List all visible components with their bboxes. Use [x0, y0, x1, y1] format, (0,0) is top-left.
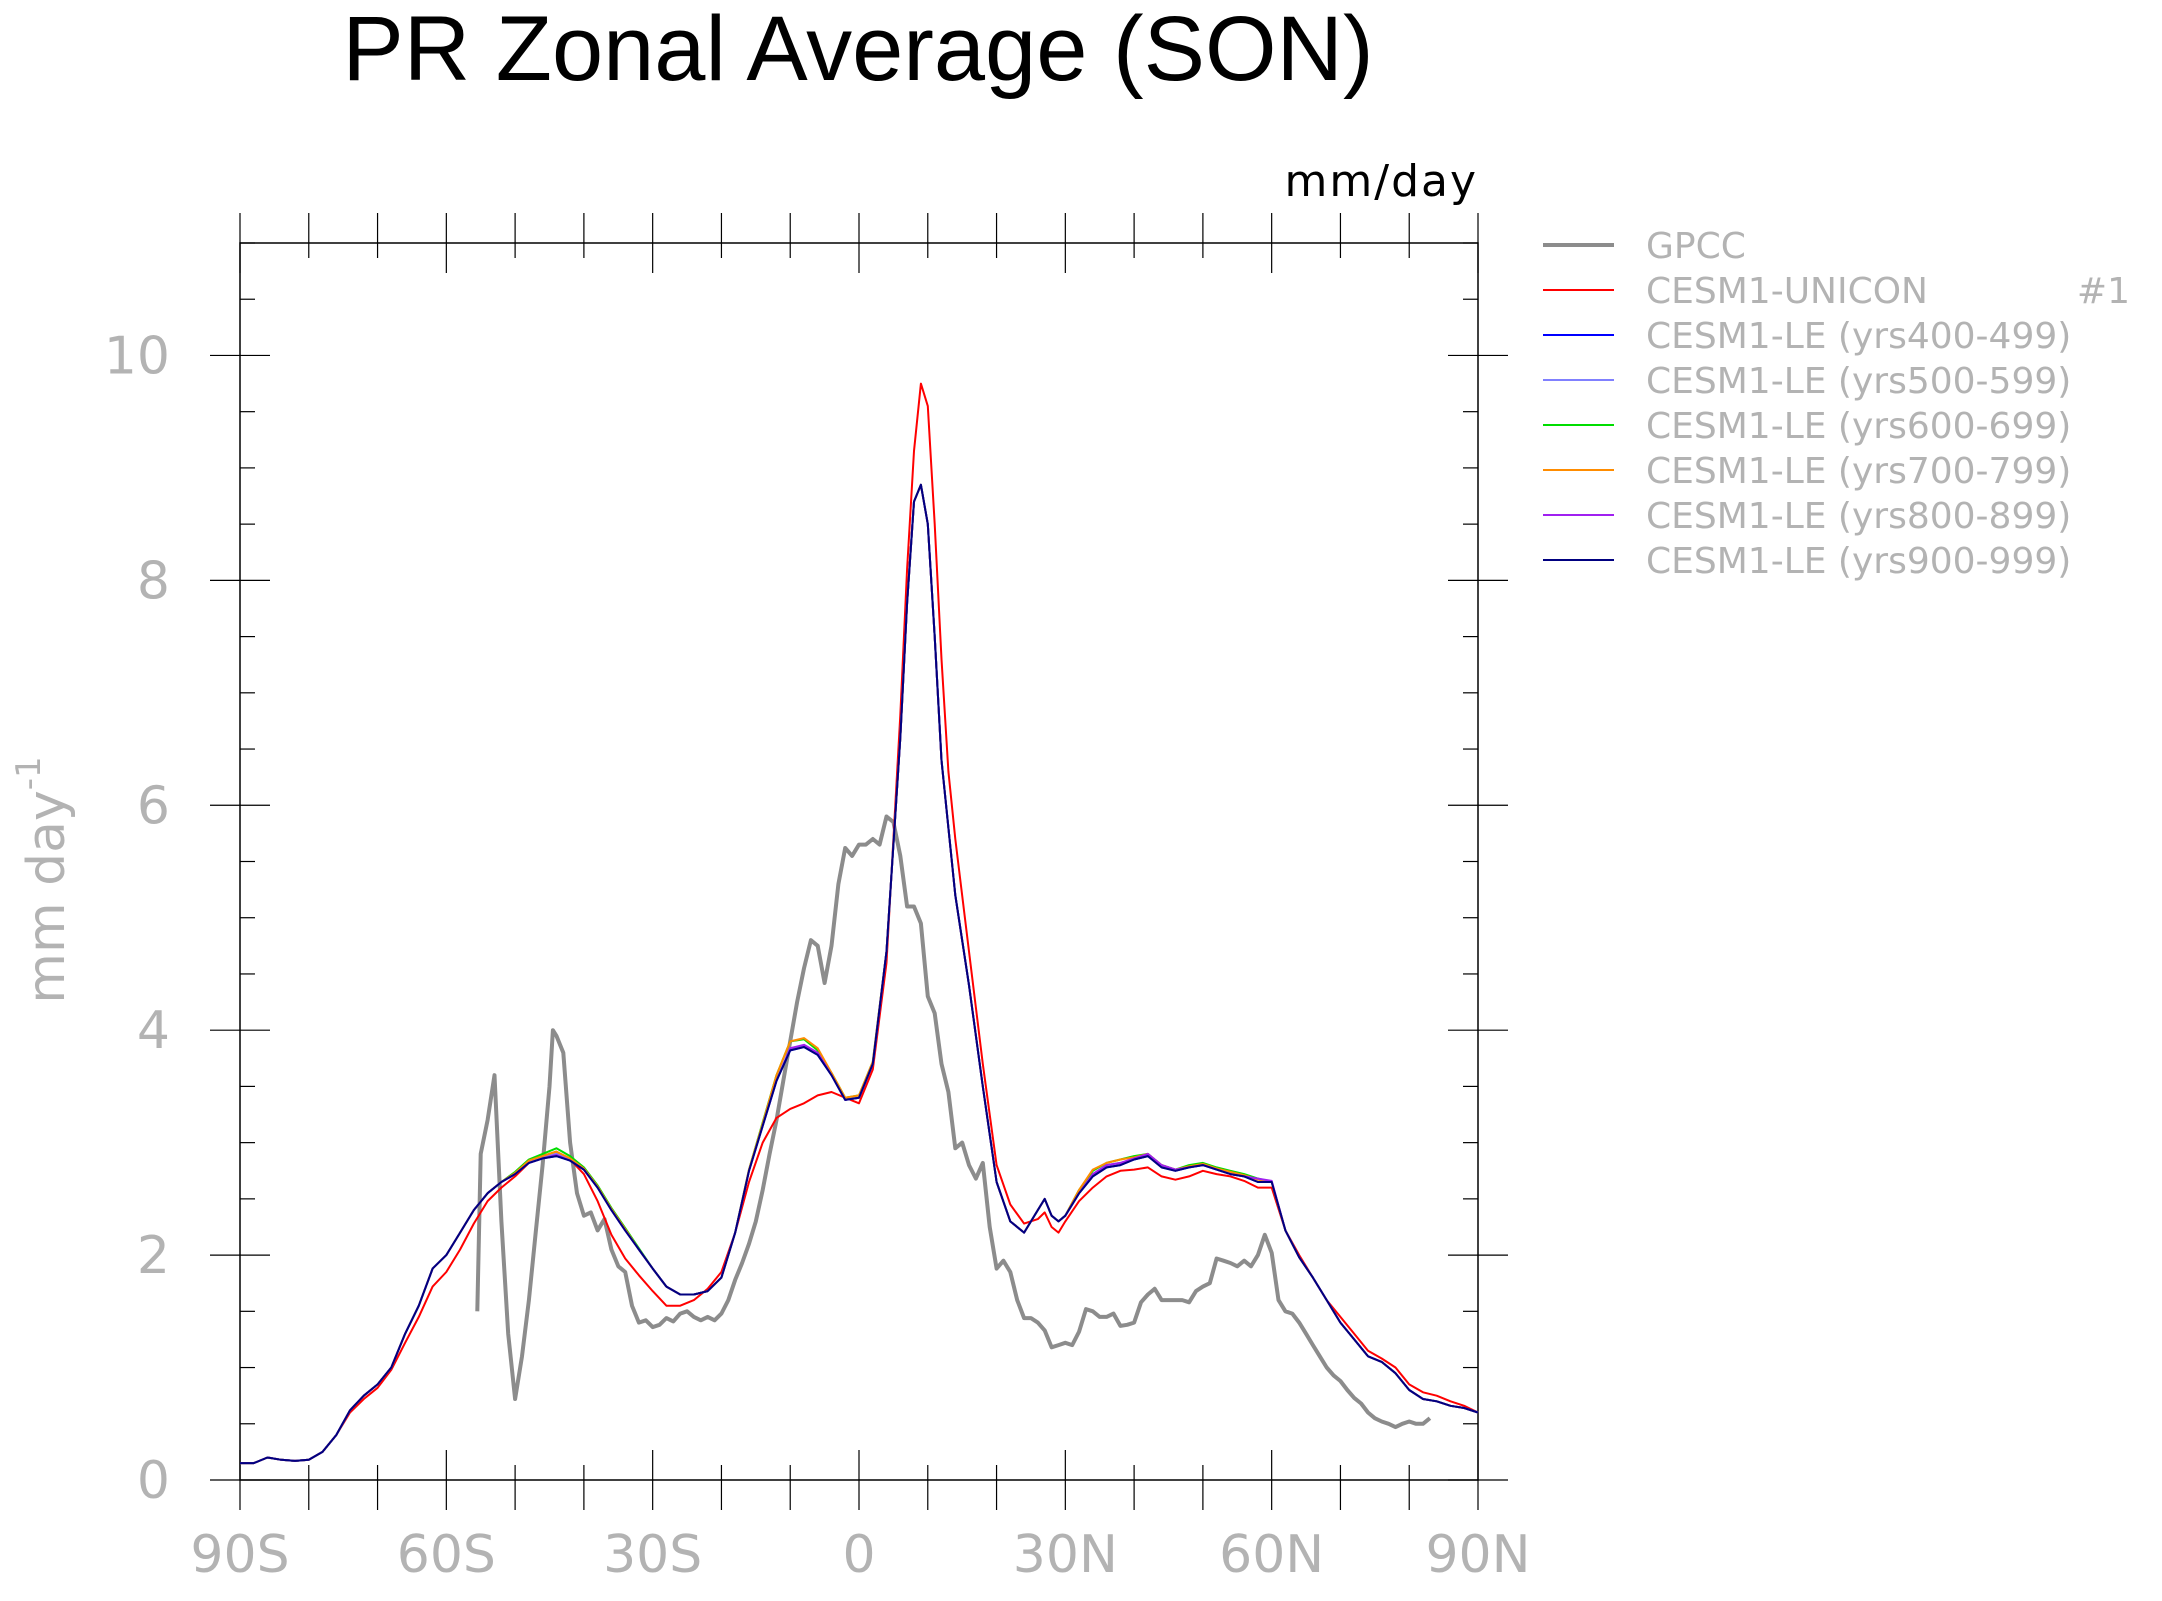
units-label: mm/day — [1285, 156, 1478, 207]
y-tick-label: 0 — [137, 1451, 170, 1511]
x-tick-label: 90S — [190, 1525, 289, 1585]
chart-title: PR Zonal Average (SON) — [342, 0, 1373, 100]
legend-note: #1 — [2077, 271, 2130, 312]
y-axis-label-text: mm day — [17, 790, 77, 1003]
y-axis: 0 2 4 6 8 10 — [104, 242, 1508, 1511]
series-line-1 — [240, 382, 1479, 1465]
legend-label-1: CESM1-UNICON — [1646, 271, 1928, 312]
legend-label-4: CESM1-LE (yrs600-699) — [1646, 406, 2071, 447]
x-tick-label: 0 — [842, 1525, 875, 1585]
series-line-7 — [240, 483, 1479, 1465]
x-tick-label: 60N — [1219, 1525, 1324, 1585]
y-tick-label: 6 — [137, 776, 170, 836]
x-tick-label: 60S — [397, 1525, 496, 1585]
series-line-0 — [475, 814, 1432, 1430]
plot-border — [239, 242, 1479, 1481]
y-axis-label: mm day-1 — [9, 756, 77, 1003]
x-tick-label: 30N — [1013, 1525, 1118, 1585]
legend-label-3: CESM1-LE (yrs500-599) — [1646, 361, 2071, 402]
series-layer — [240, 382, 1479, 1465]
x-tick-label: 30S — [603, 1525, 702, 1585]
y-axis-label-exponent: -1 — [9, 756, 49, 790]
legend-label-0: GPCC — [1646, 226, 1746, 267]
legend-label-2: CESM1-LE (yrs400-499) — [1646, 316, 2071, 357]
legend-label-6: CESM1-LE (yrs800-899) — [1646, 496, 2071, 537]
x-axis: 90S 60S 30S 0 30N 60N 90N — [190, 213, 1531, 1585]
y-tick-label: 8 — [137, 551, 170, 611]
legend-label-5: CESM1-LE (yrs700-799) — [1646, 451, 2071, 492]
y-tick-label: 4 — [137, 1001, 170, 1061]
x-tick-label: 90N — [1425, 1525, 1530, 1585]
y-tick-label: 2 — [137, 1226, 170, 1286]
legend-label-7: CESM1-LE (yrs900-999) — [1646, 541, 2071, 582]
y-tick-label: 10 — [104, 326, 170, 386]
plot-frame — [239, 242, 1479, 1481]
